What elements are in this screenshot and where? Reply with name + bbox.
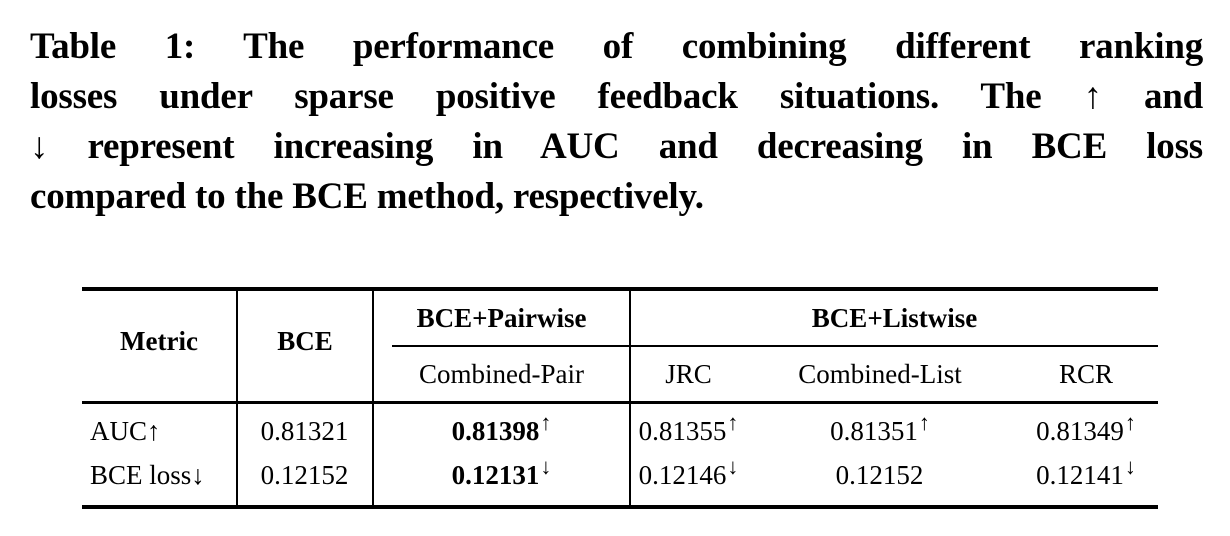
up-arrow-superscript: ↑ <box>918 410 930 435</box>
caption-line-1: Table 1: The performance of combining di… <box>30 26 1203 67</box>
up-arrow-superscript: ↑ <box>1124 410 1136 435</box>
cell-auc-bce: 0.81321 <box>238 405 372 457</box>
value-text: 0.12131 <box>451 460 540 490</box>
header-jrc: JRC <box>665 359 712 389</box>
table-caption: Table 1: The performance of combining di… <box>30 22 1203 222</box>
value-text: 0.81321 <box>260 416 349 446</box>
header-combined-list: Combined-List <box>798 359 962 389</box>
value-text: 0.81355 <box>638 416 727 446</box>
header-metric: Metric <box>120 326 198 356</box>
value-text: 0.12141 <box>1036 460 1124 490</box>
value-text: 0.12146 <box>638 460 727 490</box>
cell-bceloss-combined-pair: 0.12131↓ <box>374 449 629 501</box>
value-text: 0.12152 <box>835 460 924 490</box>
table-top-rule <box>82 287 1158 291</box>
value-text: 0.12152 <box>260 460 349 490</box>
cell-bceloss-bce: 0.12152 <box>238 449 372 501</box>
up-arrow-superscript: ↑ <box>540 410 552 435</box>
vline-pairwise-listwise <box>629 291 631 505</box>
group-header-bce-pairwise: BCE+Pairwise <box>416 303 587 333</box>
down-arrow-superscript: ↓ <box>540 454 552 479</box>
group-underline-rule <box>392 345 1158 347</box>
table-bottom-rule <box>82 505 1158 509</box>
row-label-auc: AUC↑ <box>90 416 161 446</box>
caption-line-2: losses under sparse positive feedback si… <box>30 76 1203 117</box>
down-arrow-superscript: ↓ <box>1124 454 1136 479</box>
caption-line-4: compared to the BCE method, respectively… <box>30 176 704 217</box>
cell-bceloss-rcr: 0.12141↓ <box>1014 449 1158 501</box>
up-arrow-superscript: ↑ <box>727 410 739 435</box>
value-text: 0.81349 <box>1036 416 1124 446</box>
vline-bce-pairwise <box>372 291 374 505</box>
cell-auc-combined-pair: 0.81398↑ <box>374 405 629 457</box>
header-rcr: RCR <box>1058 359 1114 389</box>
cell-auc-jrc: 0.81355↑ <box>631 405 746 457</box>
header-bce: BCE <box>277 326 333 356</box>
value-text: 0.81398 <box>451 416 540 446</box>
cell-bceloss-combined-list: 0.12152 <box>746 449 1014 501</box>
header-combined-pair: Combined-Pair <box>419 359 584 389</box>
value-text: 0.81351 <box>830 416 918 446</box>
cell-auc-combined-list: 0.81351↑ <box>746 405 1014 457</box>
row-label-bce-loss: BCE loss↓ <box>90 460 205 490</box>
vline-metric-bce <box>236 291 238 505</box>
results-table: Metric BCE BCE+Pairwise BCE+Listwise Com… <box>82 287 1158 509</box>
cell-auc-rcr: 0.81349↑ <box>1014 405 1158 457</box>
caption-line-3: ↓ represent increasing in AUC and decrea… <box>30 126 1203 167</box>
cell-bceloss-jrc: 0.12146↓ <box>631 449 746 501</box>
group-header-bce-listwise: BCE+Listwise <box>811 303 978 333</box>
down-arrow-superscript: ↓ <box>727 454 739 479</box>
header-bottom-rule <box>82 401 1158 404</box>
